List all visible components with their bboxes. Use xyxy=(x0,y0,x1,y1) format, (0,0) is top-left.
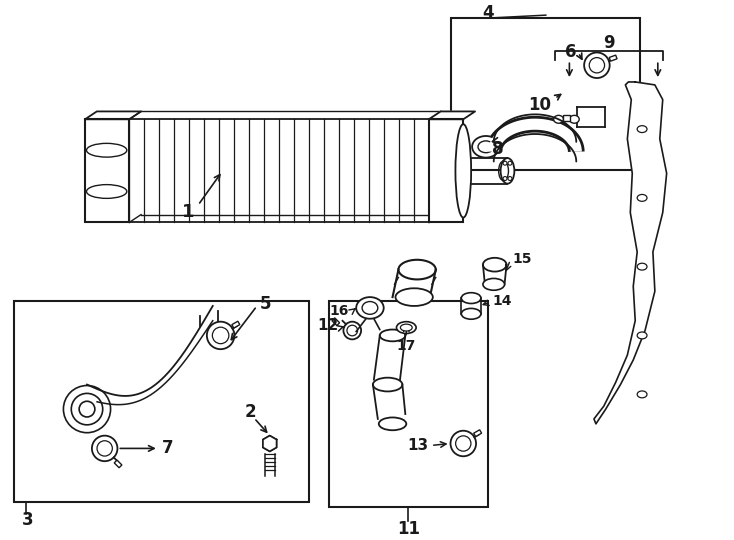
Ellipse shape xyxy=(356,297,384,319)
Text: 17: 17 xyxy=(396,339,416,353)
Circle shape xyxy=(503,177,507,180)
Polygon shape xyxy=(594,82,666,424)
Circle shape xyxy=(508,177,512,180)
Ellipse shape xyxy=(455,124,471,218)
Bar xyxy=(85,119,129,222)
Ellipse shape xyxy=(637,263,647,270)
Text: 8: 8 xyxy=(492,140,504,158)
Ellipse shape xyxy=(87,143,127,157)
Ellipse shape xyxy=(637,194,647,201)
Bar xyxy=(332,318,340,326)
Ellipse shape xyxy=(399,260,436,279)
Bar xyxy=(115,460,122,468)
Text: 10: 10 xyxy=(528,96,551,113)
Ellipse shape xyxy=(637,126,647,132)
Ellipse shape xyxy=(637,332,647,339)
Ellipse shape xyxy=(570,116,579,123)
Text: 3: 3 xyxy=(22,511,34,529)
Ellipse shape xyxy=(501,158,515,184)
Bar xyxy=(473,430,482,437)
Polygon shape xyxy=(85,111,141,119)
Polygon shape xyxy=(429,111,475,119)
Ellipse shape xyxy=(461,308,481,319)
Bar xyxy=(609,55,617,61)
Ellipse shape xyxy=(637,391,647,398)
Polygon shape xyxy=(263,436,277,451)
Bar xyxy=(329,301,488,508)
Ellipse shape xyxy=(472,136,500,158)
Ellipse shape xyxy=(362,301,378,314)
Ellipse shape xyxy=(483,279,504,290)
Ellipse shape xyxy=(483,258,506,272)
Text: 1: 1 xyxy=(182,203,195,221)
Text: 4: 4 xyxy=(482,4,494,22)
Bar xyxy=(562,116,570,122)
Text: 13: 13 xyxy=(408,438,429,453)
Bar xyxy=(429,119,463,222)
Circle shape xyxy=(508,161,512,165)
Text: 16: 16 xyxy=(329,304,349,318)
Text: 12: 12 xyxy=(317,318,338,333)
Text: 9: 9 xyxy=(603,33,614,52)
Ellipse shape xyxy=(373,377,402,392)
Text: 11: 11 xyxy=(397,520,420,538)
Text: 6: 6 xyxy=(564,44,576,62)
Ellipse shape xyxy=(379,329,405,341)
Ellipse shape xyxy=(553,116,564,123)
Ellipse shape xyxy=(87,185,127,198)
Ellipse shape xyxy=(396,288,433,306)
Text: 7: 7 xyxy=(161,440,173,457)
Text: 14: 14 xyxy=(493,294,512,308)
Text: 15: 15 xyxy=(512,252,532,266)
Circle shape xyxy=(503,161,507,165)
Ellipse shape xyxy=(461,293,481,303)
Ellipse shape xyxy=(478,141,494,153)
Ellipse shape xyxy=(379,417,407,430)
Text: 5: 5 xyxy=(260,295,272,313)
Ellipse shape xyxy=(396,322,416,334)
Ellipse shape xyxy=(401,324,413,331)
Text: 2: 2 xyxy=(244,403,256,421)
Bar xyxy=(232,321,240,328)
Bar xyxy=(14,301,309,502)
Bar xyxy=(451,18,640,171)
